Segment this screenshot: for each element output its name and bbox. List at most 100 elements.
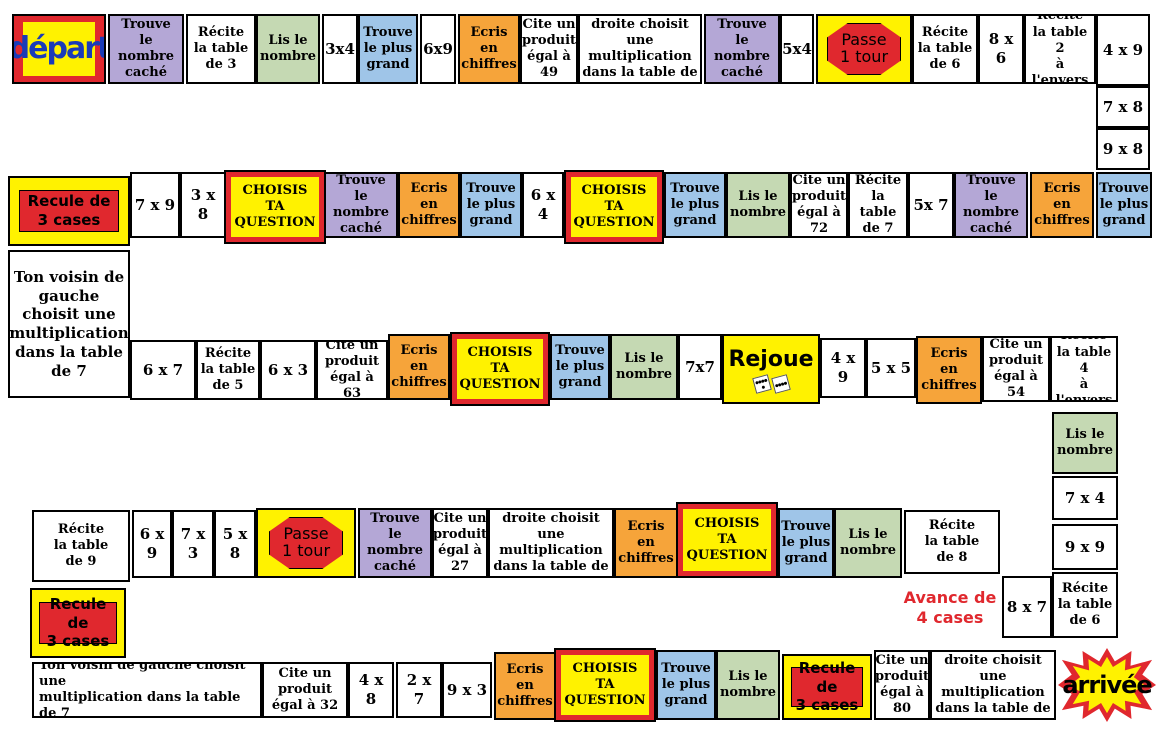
square-label: Récite la table de 3 (193, 24, 249, 73)
board-square-recite-la-table-de-7: Récite la table de 7 (848, 172, 908, 238)
board-square-ton-voisin-de-droite-choisit-une-multipl: Ton voisin de droite choisit une multipl… (488, 508, 614, 578)
square-label: Lis le nombre (615, 350, 673, 382)
board-square-5x4: 5x4 (780, 14, 814, 84)
board-square-6-x-3: 6 x 3 (260, 340, 316, 400)
board-square-trouve-le-nombre-cache: Trouve le nombre caché (108, 14, 184, 84)
board-square-lis-le-nombre: Lis le nombre (256, 14, 320, 84)
square-label: Ton voisin de gauche choisit une multipl… (9, 267, 129, 380)
board-square-ecris-en-chiffres: Ecris en chiffres (614, 508, 678, 578)
board-square-cite-un-produit-egal-a-54: Cite un produit égal à 54 (982, 336, 1050, 402)
board-square-cite-un-produit-egal-a-49: Cite un produit égal à 49 (520, 14, 578, 84)
board-square-6-x-7: 6 x 7 (130, 340, 196, 400)
square-label: Trouve le nombre caché (366, 510, 424, 575)
square-label: 6 x 4 (530, 186, 556, 223)
square-label: Récite la table 2 à l'envers (1031, 14, 1089, 84)
board-square-lis-le-nombre: Lis le nombre (1052, 412, 1118, 474)
board-square-trouve-le-plus-grand: Trouve le plus grand (778, 508, 834, 578)
square-label: CHOISIS TA QUESTION (686, 515, 768, 564)
board-square-trouve-le-nombre-cache: Trouve le nombre caché (954, 172, 1028, 238)
square-label: 3x4 (325, 39, 355, 58)
board-square-ecris-en-chiffres: Ecris en chiffres (1030, 172, 1094, 238)
square-label: 9 x 8 (1102, 139, 1144, 158)
square-label: CHOISIS TA QUESTION (564, 660, 646, 709)
move-forward-square: Avance de 4 cases (898, 584, 1002, 632)
square-label: Récite la table de 5 (200, 345, 256, 394)
board-square-7-x-9: 7 x 9 (130, 172, 180, 238)
square-label: Lis le nombre (839, 526, 897, 558)
board-square-ton-voisin-de-gauche-choisit-une-multipl: Ton voisin de gauche choisit une multipl… (32, 662, 262, 718)
die-icon (770, 373, 791, 394)
square-label: 7 x 9 (134, 195, 176, 214)
board-square-cite-un-produit-egal-a-32: Cite un produit égal à 32 (262, 662, 348, 718)
square-label: Ecris en chiffres (401, 180, 457, 229)
board-square-cite-un-produit-egal-a-80: Cite un produit égal à 80 (874, 650, 930, 720)
board-square-ton-voisin-de-gauche-choisit-une-multipl: Ton voisin de gauche choisit une multipl… (8, 250, 130, 398)
board-square-8-x-6: 8 x 6 (978, 14, 1024, 84)
board-square-recite-la-table-de-9: Récite la table de 9 (32, 510, 130, 582)
skip-turn-square: Passe 1 tour (816, 14, 912, 84)
square-label: Trouve le plus grand (670, 180, 720, 229)
stop-sign-icon: Passe 1 tour (827, 23, 901, 75)
move-back-box: Recule de 3 cases (790, 659, 864, 714)
board-square-trouve-le-plus-grand: Trouve le plus grand (460, 172, 522, 238)
move-forward-label: Avance de 4 cases (903, 588, 997, 627)
square-label: Récite la table de 8 (924, 517, 980, 566)
skip-turn-label: Passe 1 tour (281, 524, 331, 560)
board-square-3-x-8: 3 x 8 (180, 172, 226, 238)
square-label: CHOISIS TA QUESTION (573, 182, 655, 231)
choose-question-square: CHOISIS TA QUESTION (564, 170, 664, 244)
square-label: Ecris en chiffres (497, 661, 553, 710)
board-square-3x4: 3x4 (322, 14, 358, 84)
board-square-8-x-7: 8 x 7 (1002, 576, 1052, 638)
choose-question-square: CHOISIS TA QUESTION (224, 170, 326, 244)
move-back-label: Recule de 3 cases (27, 192, 111, 229)
square-label: 6 x 3 (267, 360, 309, 379)
board-square-recite-la-table-de-5: Récite la table de 5 (196, 340, 260, 400)
die-icon (751, 373, 772, 394)
board-square-6-x-4: 6 x 4 (522, 172, 564, 238)
square-label: Lis le nombre (729, 188, 787, 220)
board-square-5-x-5: 5 x 5 (866, 338, 916, 398)
board-square-recite-la-table-de-6: Récite la table de 6 (1052, 572, 1118, 638)
square-label: 5 x 5 (870, 358, 912, 377)
square-label: Récite la table de 7 (854, 172, 902, 237)
move-back-square: Recule de 3 cases (8, 176, 130, 246)
board-square-cite-un-produit-egal-a-27: Cite un produit égal à 27 (432, 508, 488, 578)
square-label: 8 x 6 (988, 30, 1014, 67)
play-again-square: Rejoue (722, 334, 820, 404)
square-label: Cite un produit égal à 80 (874, 652, 930, 717)
board-square-trouve-le-plus-grand: Trouve le plus grand (656, 650, 716, 720)
square-label: Cite un produit égal à 49 (521, 16, 577, 81)
board-square-trouve-le-nombre-cache: Trouve le nombre caché (358, 508, 432, 578)
square-label: Ton voisin de droite choisit une multipl… (935, 652, 1051, 719)
board-square-6x9: 6x9 (420, 14, 456, 84)
board-square-2-x-7: 2 x 7 (396, 662, 442, 718)
finish-square: arrivée (1058, 648, 1156, 722)
square-label: 4 x 9 (830, 349, 856, 386)
square-label: Ecris en chiffres (921, 345, 977, 394)
square-label: Trouve le plus grand (661, 660, 711, 709)
board-square-ecris-en-chiffres: Ecris en chiffres (916, 336, 982, 404)
board-square-9-x-9: 9 x 9 (1052, 524, 1118, 570)
square-label: 6x9 (423, 39, 453, 58)
move-back-label: Recule de 3 cases (795, 658, 859, 715)
board-square-ecris-en-chiffres: Ecris en chiffres (458, 14, 520, 84)
move-back-square: Recule de 3 cases (782, 654, 872, 720)
choose-question-square: CHOISIS TA QUESTION (450, 332, 550, 406)
square-label: Cite un produit égal à 27 (432, 510, 488, 575)
board-square-4-x-9: 4 x 9 (1096, 14, 1150, 86)
square-label: CHOISIS TA QUESTION (459, 344, 541, 393)
square-label: 5 x 8 (222, 525, 248, 562)
board-square-ecris-en-chiffres: Ecris en chiffres (494, 652, 556, 720)
board-square-lis-le-nombre: Lis le nombre (834, 508, 902, 578)
square-label: 4 x 9 (1102, 40, 1144, 59)
square-label: Cite un produit égal à 32 (271, 665, 339, 714)
square-label: Trouve le plus grand (555, 342, 605, 391)
square-label: 7 x 3 (180, 525, 206, 562)
board-square-7-x-3: 7 x 3 (172, 510, 214, 578)
square-label: Trouve le nombre caché (713, 16, 771, 81)
move-back-square: Recule de 3 cases (30, 588, 126, 658)
board-square-ecris-en-chiffres: Ecris en chiffres (388, 334, 450, 400)
board-square-recite-la-table-de-6: Récite la table de 6 (912, 14, 978, 84)
